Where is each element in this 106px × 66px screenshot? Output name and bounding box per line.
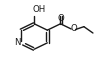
Text: OH: OH [32, 5, 45, 14]
Text: O: O [57, 14, 64, 23]
Text: O: O [70, 24, 77, 33]
Text: N: N [14, 38, 21, 47]
